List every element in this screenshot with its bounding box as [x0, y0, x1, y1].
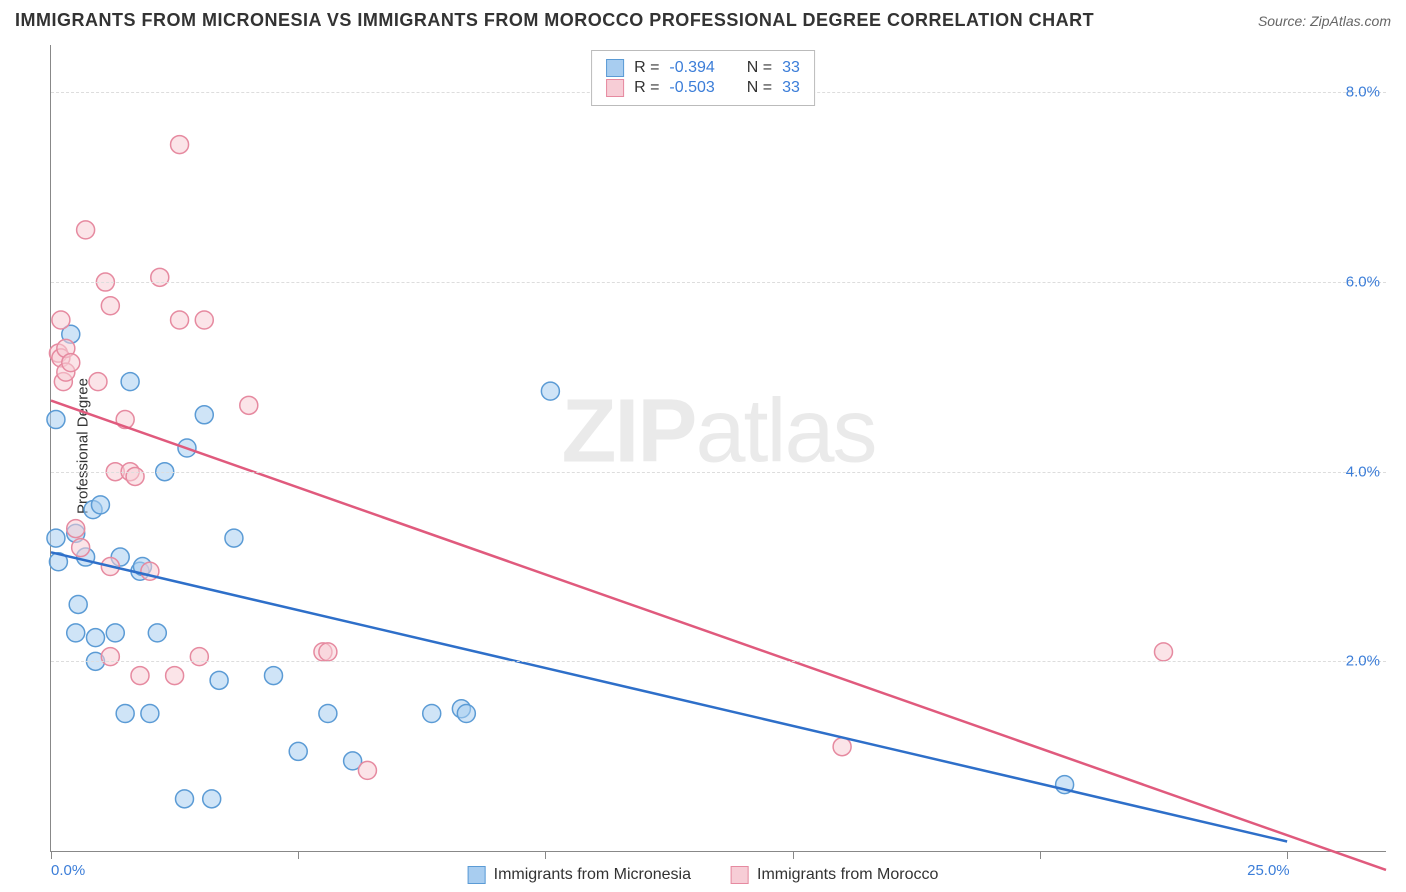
data-point	[91, 496, 109, 514]
data-point	[195, 311, 213, 329]
n-value: 33	[782, 79, 800, 97]
data-point	[89, 373, 107, 391]
data-point	[166, 667, 184, 685]
legend-swatch	[468, 866, 486, 884]
data-point	[141, 705, 159, 723]
bottom-legend: Immigrants from Micronesia Immigrants fro…	[468, 866, 939, 884]
stat-legend-row: R = -0.503 N = 33	[606, 79, 800, 97]
data-point	[148, 624, 166, 642]
legend-label: Immigrants from Morocco	[757, 866, 938, 884]
data-point	[319, 643, 337, 661]
data-point	[101, 648, 119, 666]
data-point	[203, 790, 221, 808]
data-point	[87, 629, 105, 647]
data-point	[176, 790, 194, 808]
r-value: -0.503	[669, 79, 714, 97]
data-point	[62, 354, 80, 372]
data-point	[106, 624, 124, 642]
data-point	[171, 136, 189, 154]
data-point	[67, 520, 85, 538]
y-tick-label: 4.0%	[1346, 463, 1380, 480]
gridline-horizontal	[51, 472, 1386, 473]
x-tick	[51, 851, 52, 859]
data-point	[457, 705, 475, 723]
trend-line	[51, 552, 1287, 841]
bottom-legend-item: Immigrants from Morocco	[731, 866, 938, 884]
x-tick	[545, 851, 546, 859]
gridline-horizontal	[51, 661, 1386, 662]
n-label: N =	[747, 79, 772, 97]
data-point	[47, 529, 65, 547]
plot-svg	[51, 45, 1386, 851]
data-point	[1155, 643, 1173, 661]
y-tick-label: 6.0%	[1346, 274, 1380, 291]
source-label: Source: ZipAtlas.com	[1258, 13, 1391, 29]
data-point	[319, 705, 337, 723]
x-tick-label: 0.0%	[51, 862, 85, 879]
data-point	[69, 595, 87, 613]
data-point	[190, 648, 208, 666]
y-tick-label: 8.0%	[1346, 84, 1380, 101]
chart-title: IMMIGRANTS FROM MICRONESIA VS IMMIGRANTS…	[15, 10, 1094, 31]
data-point	[72, 539, 90, 557]
data-point	[541, 382, 559, 400]
gridline-horizontal	[51, 282, 1386, 283]
x-tick	[1040, 851, 1041, 859]
data-point	[265, 667, 283, 685]
data-point	[47, 411, 65, 429]
r-label: R =	[634, 79, 659, 97]
x-tick	[298, 851, 299, 859]
data-point	[101, 297, 119, 315]
data-point	[240, 396, 258, 414]
bottom-legend-item: Immigrants from Micronesia	[468, 866, 691, 884]
data-point	[131, 667, 149, 685]
n-label: N =	[747, 59, 772, 77]
y-tick-label: 2.0%	[1346, 653, 1380, 670]
legend-swatch	[731, 866, 749, 884]
stat-legend-row: R = -0.394 N = 33	[606, 59, 800, 77]
data-point	[171, 311, 189, 329]
legend-swatch	[606, 79, 624, 97]
data-point	[116, 705, 134, 723]
data-point	[195, 406, 213, 424]
data-point	[121, 373, 139, 391]
x-tick	[793, 851, 794, 859]
data-point	[126, 467, 144, 485]
data-point	[833, 738, 851, 756]
data-point	[151, 268, 169, 286]
r-value: -0.394	[669, 59, 714, 77]
r-label: R =	[634, 59, 659, 77]
chart-area: ZIPatlas 2.0%4.0%6.0%8.0%0.0%25.0%	[50, 45, 1386, 852]
data-point	[210, 671, 228, 689]
data-point	[358, 761, 376, 779]
data-point	[77, 221, 95, 239]
legend-label: Immigrants from Micronesia	[494, 866, 691, 884]
data-point	[52, 311, 70, 329]
x-tick	[1287, 851, 1288, 859]
data-point	[225, 529, 243, 547]
stat-legend: R = -0.394 N = 33 R = -0.503 N = 33	[591, 50, 815, 106]
n-value: 33	[782, 59, 800, 77]
header: IMMIGRANTS FROM MICRONESIA VS IMMIGRANTS…	[15, 10, 1391, 31]
legend-swatch	[606, 59, 624, 77]
x-tick-label: 25.0%	[1247, 862, 1290, 879]
data-point	[423, 705, 441, 723]
data-point	[67, 624, 85, 642]
data-point	[289, 742, 307, 760]
